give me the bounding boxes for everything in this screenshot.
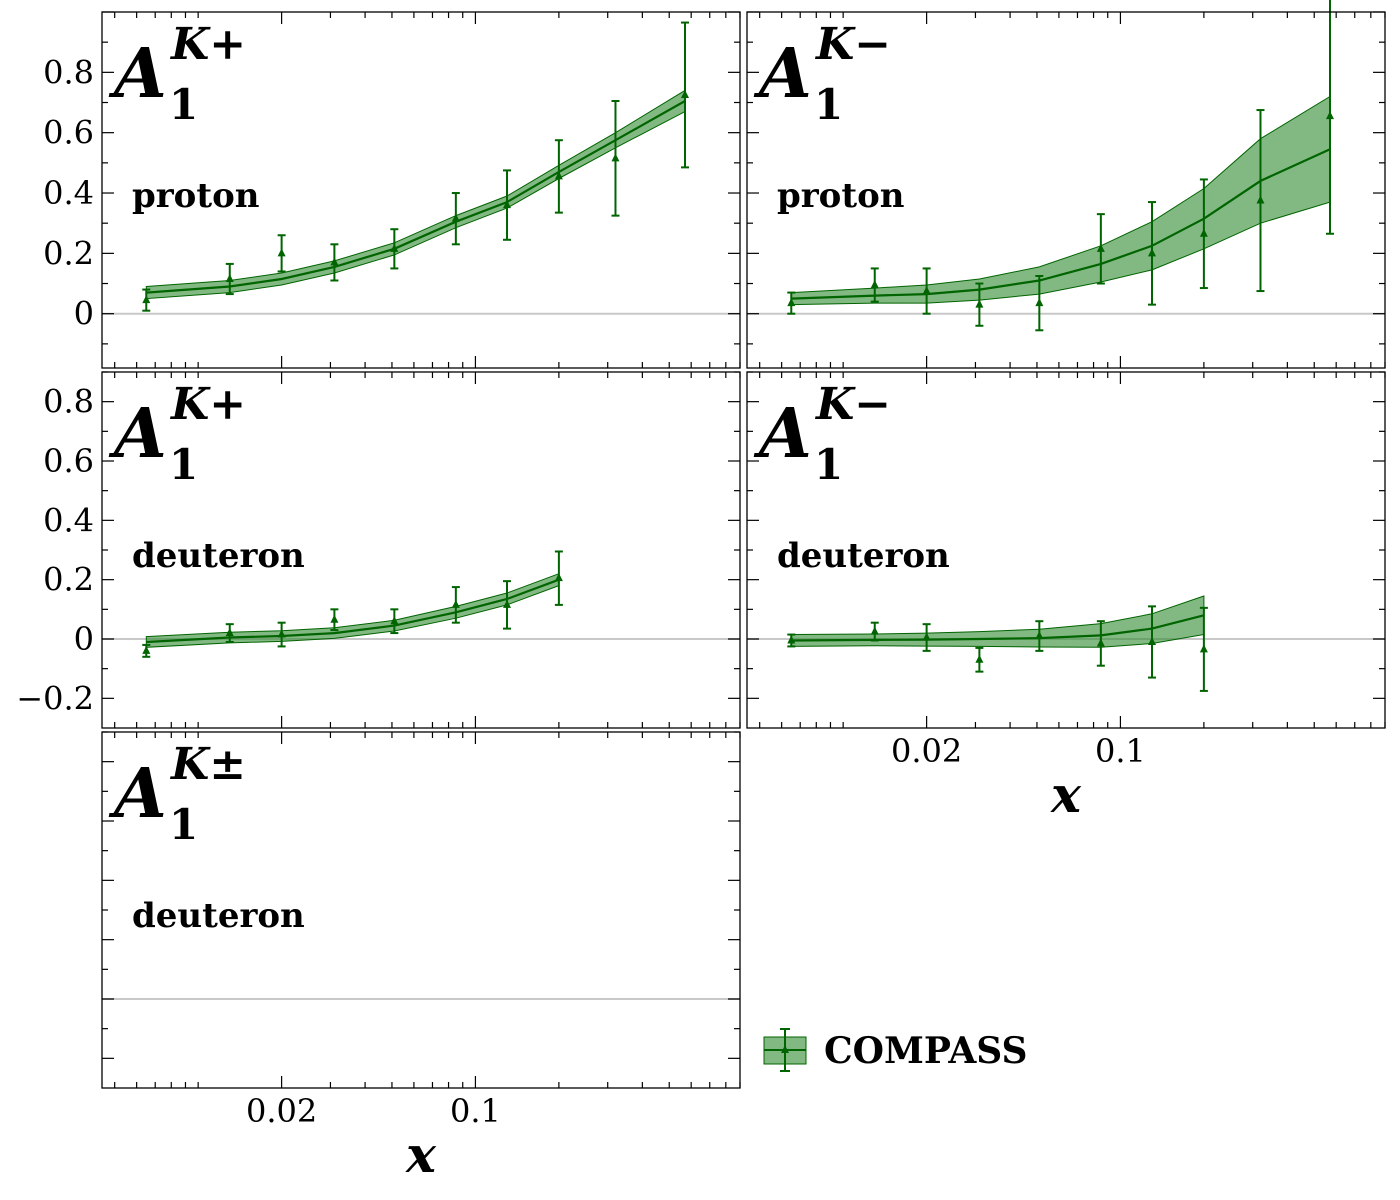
panel-target-label: proton [777, 176, 904, 216]
panel-superscript: K± [169, 739, 246, 790]
panel-superscript: K+ [169, 19, 246, 70]
data-point [1035, 298, 1044, 307]
data-point [390, 243, 399, 252]
data-point [1256, 195, 1265, 204]
panel-asymmetry-label: A [108, 394, 167, 474]
panel-target-label: deuteron [132, 536, 305, 576]
y-tick-label: 0.4 [43, 174, 94, 212]
panel-2: A 1 K− proton [746, 0, 1386, 369]
y-tick-label: 0.8 [43, 383, 94, 421]
panel-target-label: deuteron [777, 536, 950, 576]
x-tick-label: 0.02 [246, 1092, 317, 1130]
data-point [277, 629, 286, 638]
panel-1: 0 0.2 0.4 0.6 0.8 A 1 K+ proton [43, 11, 741, 369]
x-axis-title: x [405, 1125, 437, 1184]
data-point [975, 654, 984, 663]
y-tick-label: 0.8 [43, 53, 94, 91]
data-point [451, 213, 460, 222]
y-tick-label: 0 [74, 295, 94, 333]
data-point [554, 573, 563, 582]
data-point [975, 299, 984, 308]
data-point [870, 626, 879, 635]
data-point [503, 200, 512, 209]
legend-label: COMPASS [824, 1030, 1027, 1072]
data-point [1096, 638, 1105, 647]
panel-subscript: 1 [814, 80, 843, 129]
fit-curve [791, 614, 1205, 642]
panel-asymmetry-label: A [753, 394, 812, 474]
panel-target-label: deuteron [132, 896, 305, 936]
panel-asymmetry-label: A [753, 34, 812, 114]
fit-curve [146, 100, 686, 294]
panel-subscript: 1 [169, 800, 198, 849]
uncertainty-band [145, 572, 560, 648]
fit-curve [791, 148, 1331, 300]
fit-curve [146, 578, 560, 644]
data-point [1325, 111, 1334, 120]
data-point [225, 274, 234, 282]
data-point [451, 599, 460, 608]
panel-5: A 1 K± deuteron [101, 731, 741, 1089]
y-tick-label: 0.4 [43, 501, 94, 539]
data-point [1096, 243, 1105, 252]
panel-4: A 1 K− deuteron [746, 371, 1386, 729]
data-point [1199, 228, 1208, 237]
panel-superscript: K+ [169, 379, 246, 430]
x-tick-label: 0.02 [891, 732, 962, 770]
panel-superscript: K− [814, 379, 891, 430]
legend-marker [781, 1045, 789, 1053]
data-point [1148, 248, 1157, 257]
panel-subscript: 1 [169, 440, 198, 489]
panel-asymmetry-label: A [108, 754, 167, 834]
data-point [225, 628, 234, 637]
y-tick-label: −0.2 [16, 679, 94, 717]
panel-subscript: 1 [169, 80, 198, 129]
y-tick-label: 0 [74, 620, 94, 658]
panel-superscript: K− [814, 19, 891, 70]
panel-frame [101, 11, 741, 369]
data-point [922, 286, 931, 295]
panel-frame [746, 11, 1386, 369]
data-point [277, 248, 286, 257]
y-tick-label: 0.2 [43, 561, 94, 599]
data-point [611, 153, 620, 162]
data-point [142, 645, 151, 654]
panel-asymmetry-label: A [108, 34, 167, 114]
x-axis-title: x [1050, 765, 1082, 824]
data-point [330, 614, 339, 623]
x-axis-labels-right: 0.02 0.1 x [891, 732, 1146, 824]
legend: COMPASS [763, 1028, 1027, 1072]
y-tick-label: 0.6 [43, 442, 94, 480]
data-point [787, 635, 796, 644]
y-tick-label: 0.2 [43, 234, 94, 272]
data-point [680, 89, 689, 98]
data-point [870, 280, 879, 289]
x-tick-label: 0.1 [1095, 732, 1146, 770]
data-point [503, 599, 512, 608]
panel-subscript: 1 [814, 440, 843, 489]
panel-3: −0.2 0 0.2 0.4 0.6 0.8 A 1 K+ deuteron [16, 371, 741, 729]
x-tick-label: 0.1 [450, 1092, 501, 1130]
data-point [142, 295, 151, 304]
data-point [922, 632, 931, 641]
data-point [554, 171, 563, 180]
data-point [1148, 636, 1157, 645]
data-point [1199, 644, 1208, 653]
y-tick-label: 0.6 [43, 114, 94, 152]
data-point [390, 616, 399, 625]
panel-target-label: proton [132, 176, 259, 216]
data-point [330, 257, 339, 266]
data-point [1035, 631, 1044, 640]
data-point [787, 298, 796, 307]
x-axis-labels-left: 0.02 0.1 x [246, 1092, 501, 1184]
